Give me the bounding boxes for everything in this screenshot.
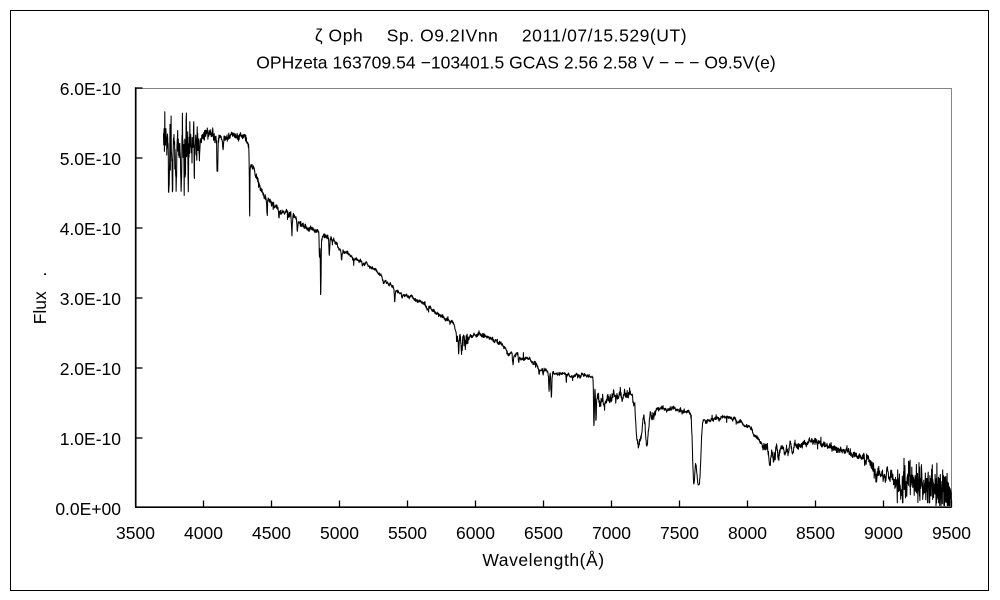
svg-text:8000: 8000: [728, 523, 767, 543]
svg-text:3.0E-10: 3.0E-10: [60, 289, 122, 309]
svg-text:Flux .: Flux .: [30, 272, 50, 325]
svg-text:Wavelength(Å): Wavelength(Å): [482, 550, 604, 570]
svg-text:0.0E+00: 0.0E+00: [55, 499, 121, 519]
svg-text:5.0E-10: 5.0E-10: [60, 149, 122, 169]
svg-text:OPHzeta 163709.54 −103401.5 GC: OPHzeta 163709.54 −103401.5 GCAS 2.56 2.…: [256, 53, 776, 73]
svg-text:9000: 9000: [864, 523, 903, 543]
svg-text:5000: 5000: [320, 523, 359, 543]
svg-text:3500: 3500: [116, 523, 155, 543]
svg-text:4.0E-10: 4.0E-10: [60, 219, 122, 239]
svg-text:ζ Oph Sp. O9.2IVnn 2011/07/1: ζ Oph Sp. O9.2IVnn 2011/07/15.529(UT): [315, 26, 687, 46]
svg-text:8500: 8500: [796, 523, 835, 543]
svg-text:6500: 6500: [524, 523, 563, 543]
svg-text:6000: 6000: [456, 523, 495, 543]
svg-text:7500: 7500: [660, 523, 699, 543]
svg-text:5500: 5500: [388, 523, 427, 543]
svg-text:4000: 4000: [184, 523, 223, 543]
svg-text:2.0E-10: 2.0E-10: [60, 359, 122, 379]
svg-text:1.0E-10: 1.0E-10: [60, 429, 122, 449]
svg-text:4500: 4500: [252, 523, 291, 543]
svg-text:6.0E-10: 6.0E-10: [60, 79, 122, 99]
svg-text:7000: 7000: [592, 523, 631, 543]
svg-text:9500: 9500: [932, 523, 971, 543]
